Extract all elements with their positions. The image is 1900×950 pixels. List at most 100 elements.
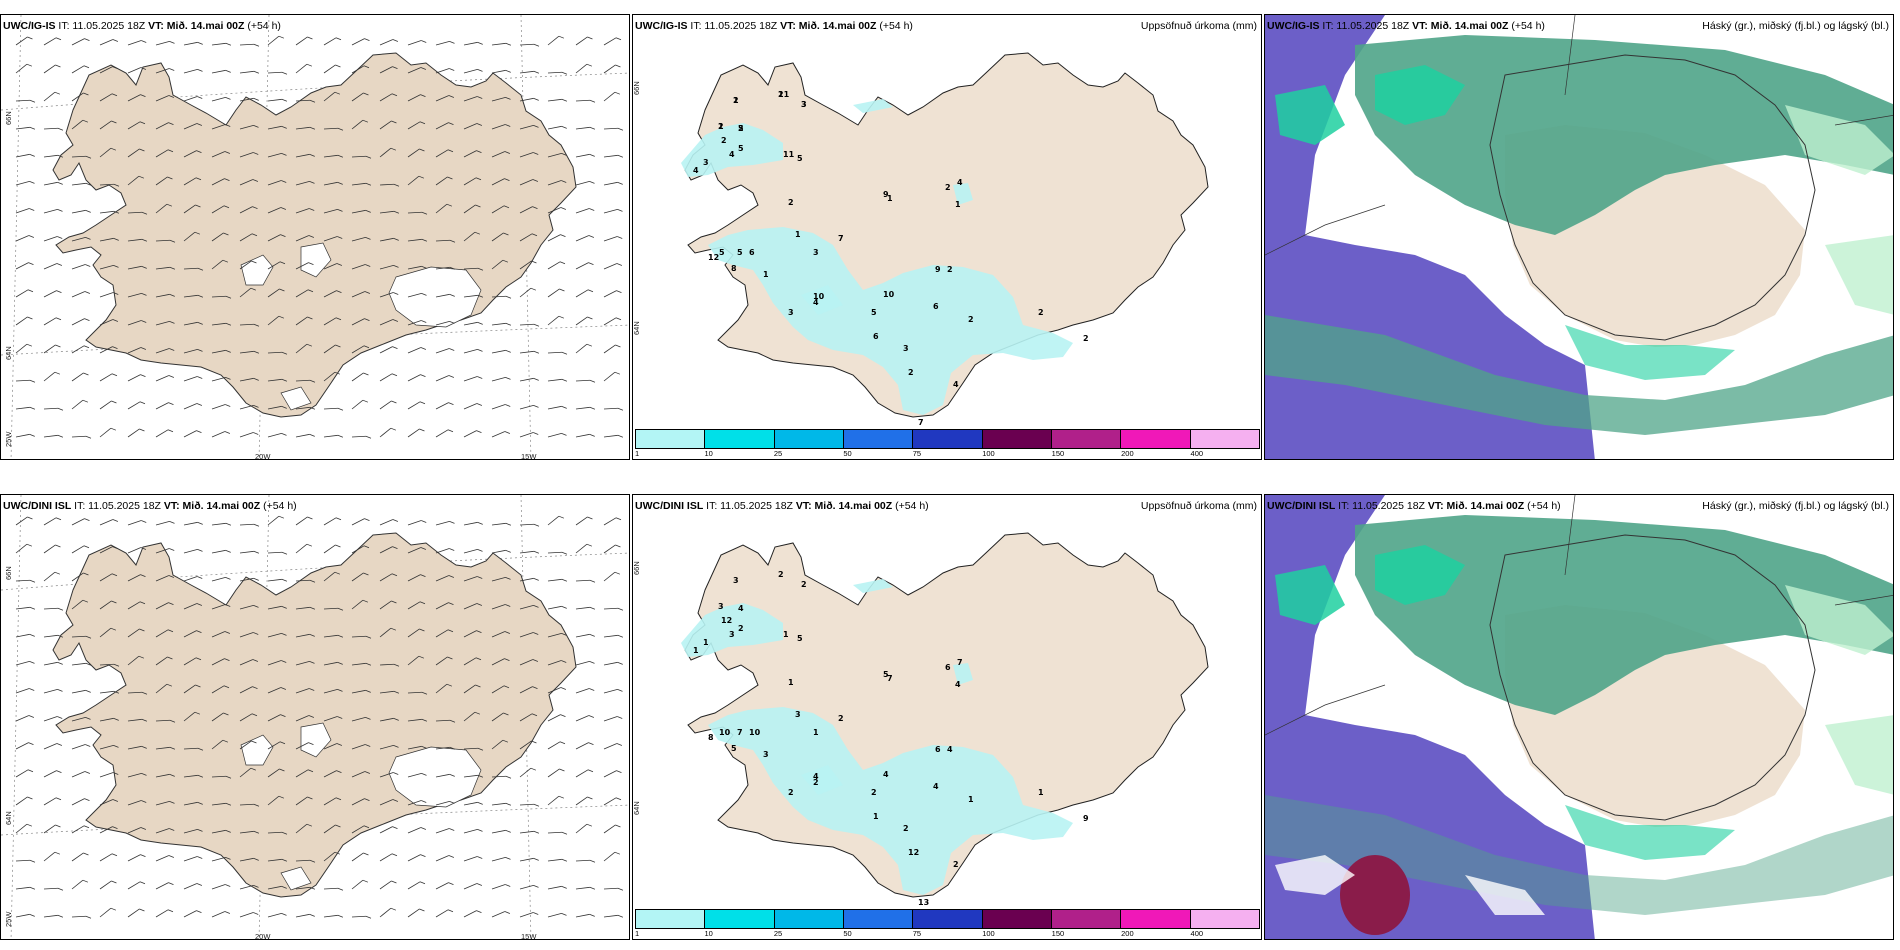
wind-barb [15,180,35,186]
wind-barb [267,660,287,666]
wind-barb [15,126,36,130]
precip-label: 1 [718,122,724,131]
precip-title: Uppsöfnuð úrkoma (mm) [1140,20,1257,32]
wind-barb [43,236,63,242]
wind-barb [71,744,91,750]
precip-title: Uppsöfnuð úrkoma (mm) [1140,500,1257,512]
colorbar-swatch [1051,430,1122,448]
wind-barb [379,147,397,158]
wind-barb [183,883,203,890]
wind-barb [99,880,117,890]
wind-barb [407,772,427,778]
wind-barb [519,350,540,354]
wind-barb [43,208,63,214]
wind-barb [155,293,175,298]
wind-barb [99,907,117,918]
precip-label: 1 [783,630,789,639]
wind-barb [435,68,455,74]
wind-barb [547,605,567,610]
wind-barb [379,880,397,890]
wind-barb [127,574,146,582]
wind-barb [267,632,287,638]
wind-barb [463,96,483,102]
wind-barb [491,712,509,722]
wind-barb [547,261,566,270]
wind-barb [547,768,565,778]
wind-barb [211,205,230,214]
wind-barb [351,345,370,354]
wind-barb [491,576,511,582]
wind-barb [519,604,539,610]
colorbar-swatch [636,430,706,448]
wind-barb [491,404,511,410]
wind-barb [99,853,118,862]
wind-barb [323,154,344,158]
wind-barb [379,546,398,554]
wind-barb [379,400,397,410]
cloud-layers [1265,495,1893,939]
wind-barb [43,181,63,186]
wind-barb [239,260,257,270]
wind-barb [575,543,593,554]
precip-label: 5 [797,634,803,643]
precip-label: 1 [693,646,699,655]
precip-label: 7 [838,234,844,243]
wind-barb [379,237,399,242]
wind-barb [267,261,286,270]
wind-barb [323,91,341,102]
wind-barb [99,373,118,382]
wind-barb [351,291,371,298]
wind-barb [575,579,596,583]
wind-barb [547,405,567,410]
wind-barb [183,68,203,74]
wind-barb [575,235,595,242]
wind-barb [127,691,148,695]
wind-barb [407,320,427,326]
wind-barb [267,515,285,526]
wind-barb [155,239,176,243]
wind-barb [43,434,64,438]
wind-barb [603,517,622,526]
wind-barb [547,378,568,382]
wind-barb [575,769,594,778]
wind-barb [211,522,232,526]
wind-barb [435,149,454,158]
wind-barb [211,658,230,666]
wind-barb [127,908,145,918]
wind-barb [211,42,232,46]
wind-barb [239,830,260,834]
colorbar-swatch [913,430,983,448]
precip-label: 5 [731,744,737,753]
wind-barb [575,433,595,438]
wind-barb [463,576,483,582]
wind-barb [575,153,595,158]
wind-barb [379,853,398,862]
colorbar-tick: 10 [704,929,713,938]
wind-barb [295,859,316,863]
wind-barb [239,377,259,382]
colorbar-tick: 75 [912,449,922,458]
wind-barb [127,121,146,130]
wind-barb [407,292,427,298]
wind-barb [295,433,315,438]
wind-barb [351,771,371,778]
wind-barb [575,688,595,694]
precip-label: 2 [738,624,744,633]
wind-barb [295,36,313,46]
wind-barb [519,323,540,327]
wind-barb [463,828,483,834]
wind-barb [239,233,258,242]
precip-label: 9 [883,190,889,199]
wind-barb [407,374,426,382]
precip-label: 12 [908,848,919,857]
lat-label: 64N [4,811,13,825]
wind-barb [211,631,231,638]
wind-barb [407,265,427,270]
wind-barb [155,402,174,410]
wind-barb [519,179,539,186]
wind-barb [239,857,259,862]
colorbar-swatch [1121,430,1191,448]
wind-barb [183,41,203,46]
wind-barb [519,713,538,722]
wind-barb [323,290,342,298]
